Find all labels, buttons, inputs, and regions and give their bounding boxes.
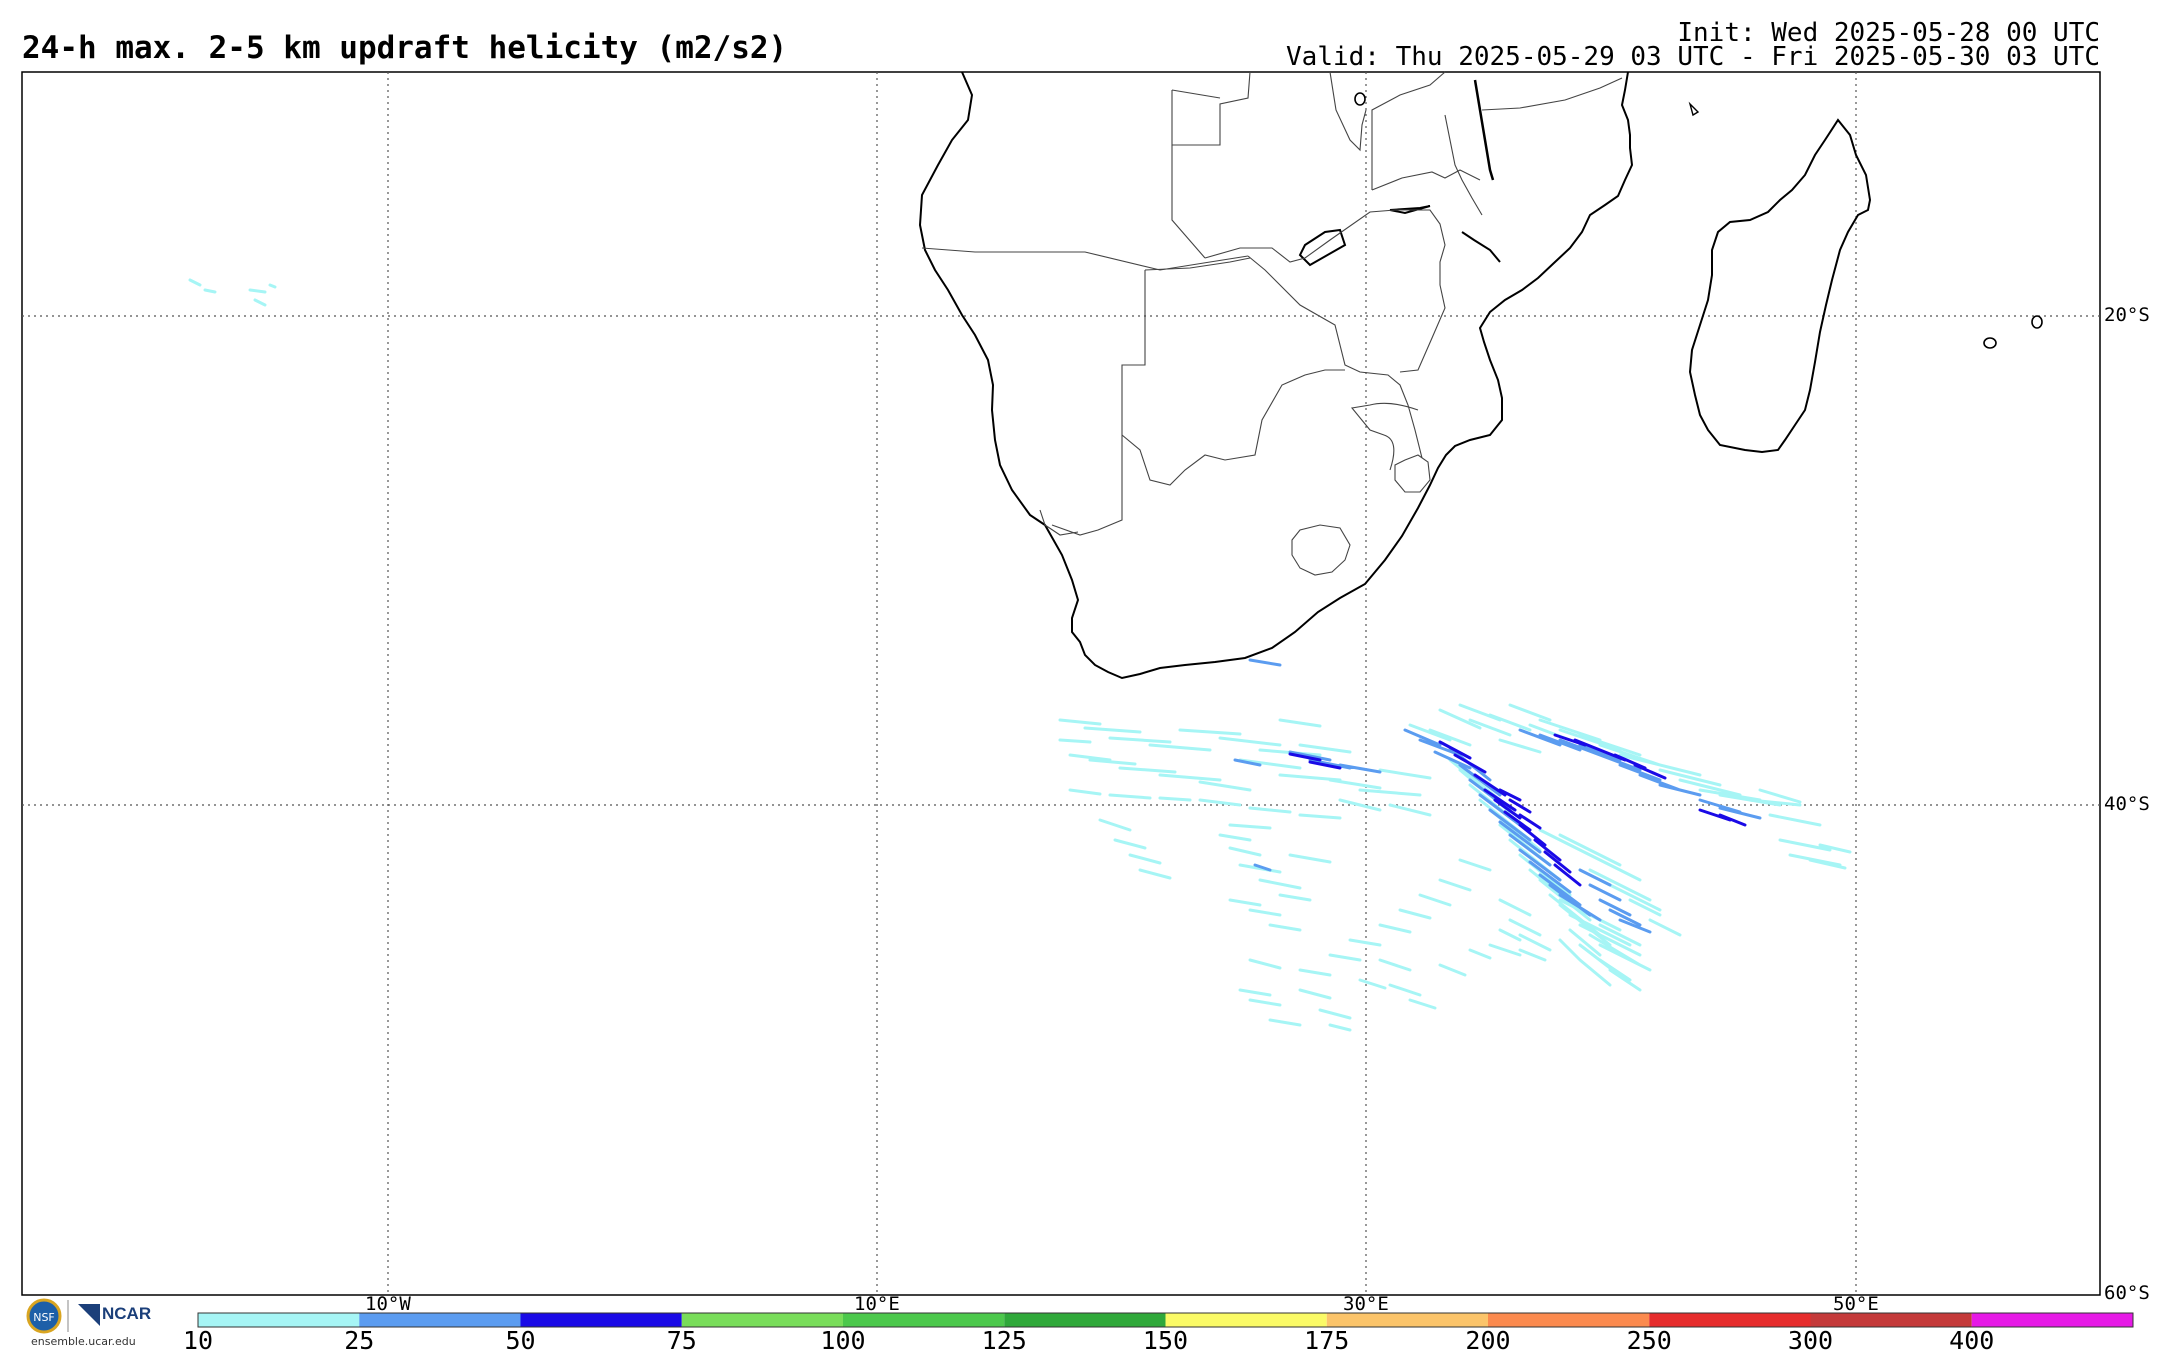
legend-tick-label: 400 (1949, 1326, 1995, 1355)
legend-tick-label: 125 (981, 1326, 1027, 1355)
lon-label-50e: 50°E (1833, 1293, 1879, 1315)
legend-swatch (198, 1313, 360, 1327)
legend-swatch (1810, 1313, 1972, 1327)
legend-tick-label: 150 (1142, 1326, 1189, 1355)
ensemble-url: ensemble.ucar.edu (31, 1335, 136, 1348)
legend-tick-label: 300 (1787, 1326, 1834, 1355)
legend-swatch (843, 1313, 1005, 1327)
ncar-logo-text: NCAR (102, 1304, 152, 1323)
cahora-bassa (1298, 228, 1347, 267)
lon-label-10w: 10°W (365, 1293, 411, 1315)
nsf-ncar-logo: NSF (26, 1298, 100, 1334)
legend-tick-label: 250 (1626, 1326, 1672, 1355)
lake-kariba (1389, 205, 1431, 215)
country-borders (921, 71, 1623, 576)
lake-malawi (1473, 79, 1495, 181)
comoros-island (1688, 101, 1700, 117)
legend-tick-label: 100 (820, 1326, 866, 1355)
legend-swatch (1649, 1313, 1811, 1327)
legend-tick-label: 25 (344, 1326, 375, 1355)
legend-tick-label: 75 (666, 1326, 697, 1355)
gridlines (22, 72, 2100, 1295)
legend-swatch (681, 1313, 843, 1327)
madagascar-coastline (1688, 118, 1872, 454)
legend-tick-label: 10 (182, 1326, 214, 1355)
map-title: 24-h max. 2-5 km updraft helicity (m2/s2… (22, 30, 788, 66)
legend-swatch (520, 1313, 682, 1327)
legend-tick-label: 200 (1465, 1326, 1511, 1355)
lat-label-60s: 60°S (2104, 1282, 2150, 1304)
legend-swatch (1326, 1313, 1488, 1327)
legend-tick-label: 50 (505, 1326, 536, 1355)
reunion-island (1983, 337, 1997, 349)
init-time: Init: Wed 2025-05-28 00 UTC (1677, 18, 2100, 48)
helicity-field (188, 278, 1852, 1032)
legend-swatch (1971, 1313, 2133, 1327)
legend-colorbar (197, 1312, 2134, 1328)
lat-label-20s: 20°S (2104, 304, 2150, 326)
legend-swatch (1004, 1313, 1166, 1327)
valid-time: Valid: Thu 2025-05-29 03 UTC - Fri 2025-… (1286, 42, 2100, 72)
svg-text:NSF: NSF (33, 1311, 55, 1324)
river-delta (1461, 231, 1501, 263)
legend-swatch (359, 1313, 521, 1327)
lon-label-10e: 10°E (854, 1293, 900, 1315)
africa-coastline (918, 71, 1634, 680)
lon-label-30e: 30°E (1343, 1293, 1389, 1315)
legend-tick-label: 175 (1304, 1326, 1350, 1355)
mauritius-island (2031, 315, 2043, 329)
lake-island (1354, 92, 1366, 106)
map-frame (21, 71, 2101, 1296)
legend-swatch (1488, 1313, 1650, 1327)
legend-frame (197, 1312, 2134, 1328)
lat-label-40s: 40°S (2104, 793, 2150, 815)
legend-swatch (1165, 1313, 1327, 1327)
